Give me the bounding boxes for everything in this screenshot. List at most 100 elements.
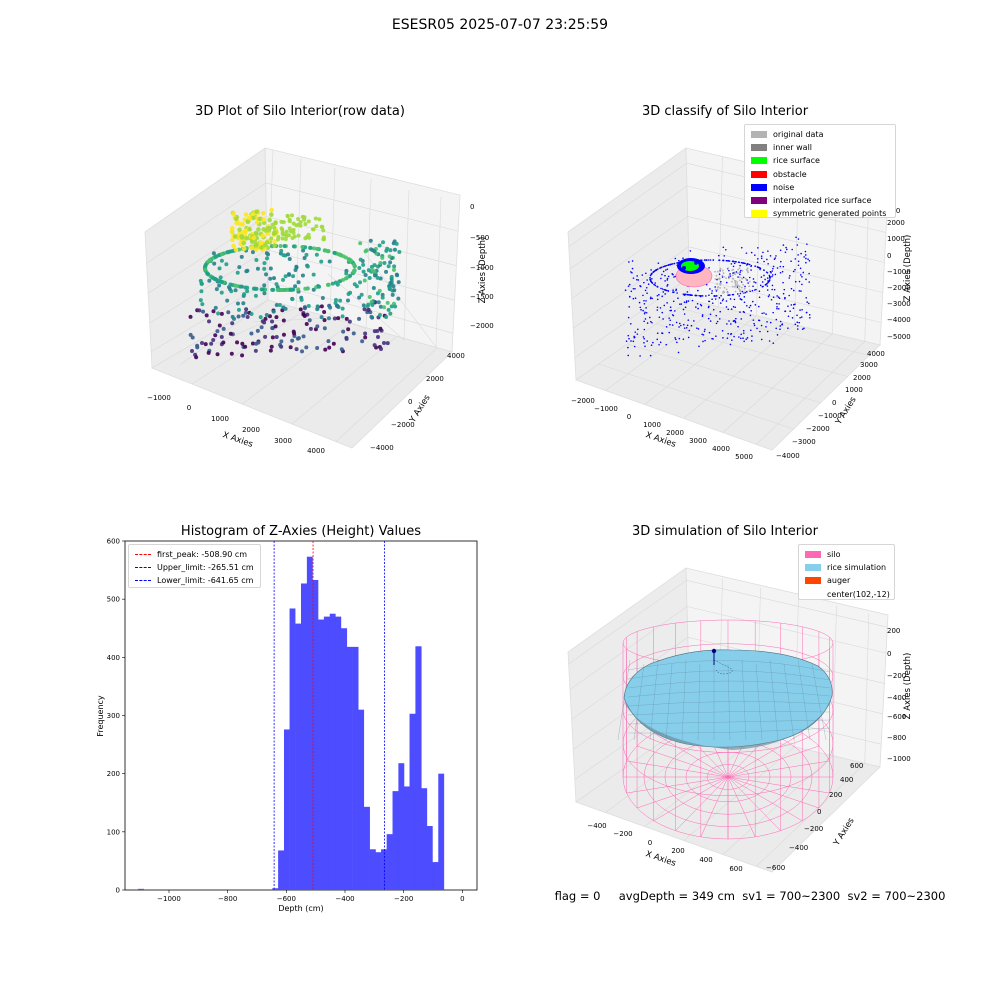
original-point	[725, 277, 727, 280]
original-point	[734, 281, 737, 284]
panel1-ticklabels: −1000 0 1000 2000 3000 4000 −4000 −2000 0 2000 400…	[147, 203, 494, 455]
noise-point	[658, 343, 660, 346]
raw-point	[301, 334, 306, 339]
legend-item: silo	[805, 548, 888, 561]
raw-point	[263, 334, 268, 339]
raw-point	[304, 322, 309, 327]
raw-point	[362, 278, 367, 283]
noise-point	[722, 246, 725, 249]
raw-point	[386, 307, 391, 312]
noise-point	[763, 260, 765, 263]
noise-point	[732, 265, 735, 268]
raw-point	[283, 274, 288, 279]
noise-point	[630, 290, 633, 293]
raw-point	[264, 228, 270, 233]
original-point	[736, 281, 739, 283]
original-point	[739, 276, 741, 279]
raw-point	[233, 247, 239, 253]
histogram-legend: first_peak: -508.90 cm Upper_limit: -265.…	[128, 544, 261, 588]
noise-point	[715, 322, 718, 325]
noise-point	[762, 285, 764, 288]
noise-point	[776, 307, 778, 310]
raw-point	[368, 247, 373, 252]
noise-point	[738, 336, 740, 338]
noise-point	[803, 327, 805, 330]
raw-point	[199, 289, 204, 294]
original-point	[731, 274, 734, 277]
raw-point	[269, 207, 275, 213]
histogram-bar	[306, 556, 313, 890]
raw-point	[363, 249, 368, 254]
raw-point	[264, 272, 269, 277]
raw-point	[299, 297, 304, 302]
noise-point	[629, 296, 631, 298]
noise-point	[728, 269, 730, 272]
original-point	[722, 275, 725, 278]
noise-point	[657, 268, 659, 270]
legend-swatch	[751, 170, 767, 178]
noise-point	[642, 309, 644, 312]
noise-point	[769, 255, 772, 257]
legend-item: rice surface	[751, 154, 889, 167]
noise-point	[801, 275, 803, 278]
histogram-bar	[358, 709, 365, 890]
original-point	[722, 272, 725, 274]
noise-point	[744, 285, 746, 288]
raw-point	[245, 268, 250, 273]
raw-point	[302, 314, 307, 319]
noise-point	[672, 291, 675, 294]
panel4-3d-simulation: −400 −200 0 200 400 600 −600 −400 −200 0 200 400 600…	[567, 567, 913, 873]
noise-point	[763, 274, 765, 277]
noise-point	[716, 320, 719, 323]
raw-point	[360, 339, 365, 344]
raw-point	[369, 300, 374, 305]
noise-point	[761, 312, 763, 315]
noise-point	[702, 334, 705, 336]
raw-point	[231, 211, 236, 216]
raw-point	[296, 287, 301, 292]
noise-point	[731, 339, 733, 341]
noise-point	[776, 306, 778, 308]
noise-point	[653, 270, 655, 273]
histogram-ytick: 300	[107, 712, 120, 720]
raw-point	[245, 219, 251, 225]
noise-point	[707, 317, 710, 320]
histogram-bar	[352, 646, 359, 890]
panel4-ztick: −1000	[887, 755, 911, 763]
legend-line	[135, 580, 151, 582]
histogram-ylabel: Frequency	[96, 695, 105, 737]
panel2-ztick: −3000	[887, 300, 911, 308]
raw-point	[376, 300, 381, 305]
noise-point	[798, 321, 801, 324]
rice-simulation-surface	[617, 649, 833, 750]
raw-point	[311, 287, 316, 292]
raw-point	[249, 311, 254, 316]
raw-point	[367, 294, 372, 299]
noise-point	[632, 340, 635, 343]
noise-point	[806, 301, 809, 303]
raw-point	[210, 275, 215, 280]
panel4-ytick: 0	[817, 808, 821, 816]
noise-point	[739, 292, 742, 295]
noise-point	[643, 302, 646, 305]
raw-point	[307, 318, 312, 323]
raw-point	[213, 305, 218, 310]
panel2-xtick: −1000	[594, 405, 618, 413]
noise-point	[789, 275, 791, 277]
noise-point	[731, 260, 734, 263]
raw-point	[340, 314, 345, 319]
noise-point	[714, 286, 716, 288]
histogram-bar	[426, 826, 433, 890]
raw-point	[281, 287, 286, 292]
noise-point	[707, 259, 710, 261]
noise-point	[782, 244, 785, 246]
noise-point	[627, 354, 630, 357]
panel4-ztick: −200	[887, 672, 906, 680]
raw-point	[275, 287, 280, 292]
legend-item: interpolated rice surface	[751, 194, 889, 207]
noise-point	[758, 266, 760, 269]
noise-point	[760, 276, 763, 278]
noise-point	[656, 306, 659, 309]
noise-point	[771, 270, 774, 272]
